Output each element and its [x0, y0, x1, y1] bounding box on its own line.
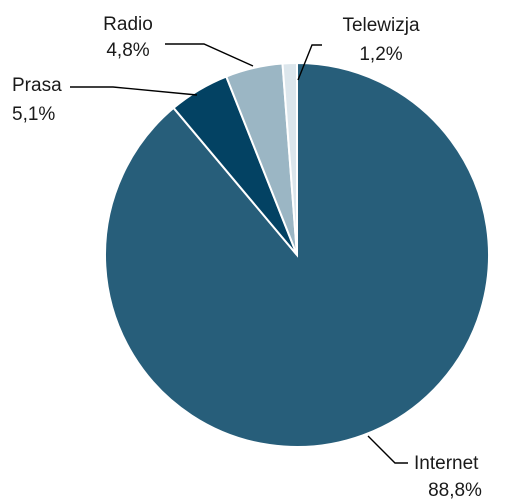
leader-line-prasa [70, 86, 198, 96]
slice-name-prasa: Prasa [12, 75, 62, 96]
pie-labels: Radio 4,8% Telewizja 1,2% Prasa 5,1% Int… [12, 14, 482, 500]
slice-name-internet: Internet [414, 453, 479, 474]
pie-slices [104, 61, 490, 448]
slice-value-radio: 4,8% [106, 40, 149, 61]
leader-line-radio [165, 43, 254, 67]
slice-name-radio: Radio [103, 14, 153, 35]
slice-value-prasa: 5,1% [12, 104, 55, 125]
leader-line-internet [367, 435, 408, 464]
slice-value-internet: 88,8% [428, 480, 482, 500]
slice-name-telewizja: Telewizja [342, 15, 420, 36]
pie-slice-telewizja [281, 61, 298, 256]
leader-line-telewizja [297, 44, 322, 81]
slice-value-telewizja: 1,2% [359, 44, 402, 65]
